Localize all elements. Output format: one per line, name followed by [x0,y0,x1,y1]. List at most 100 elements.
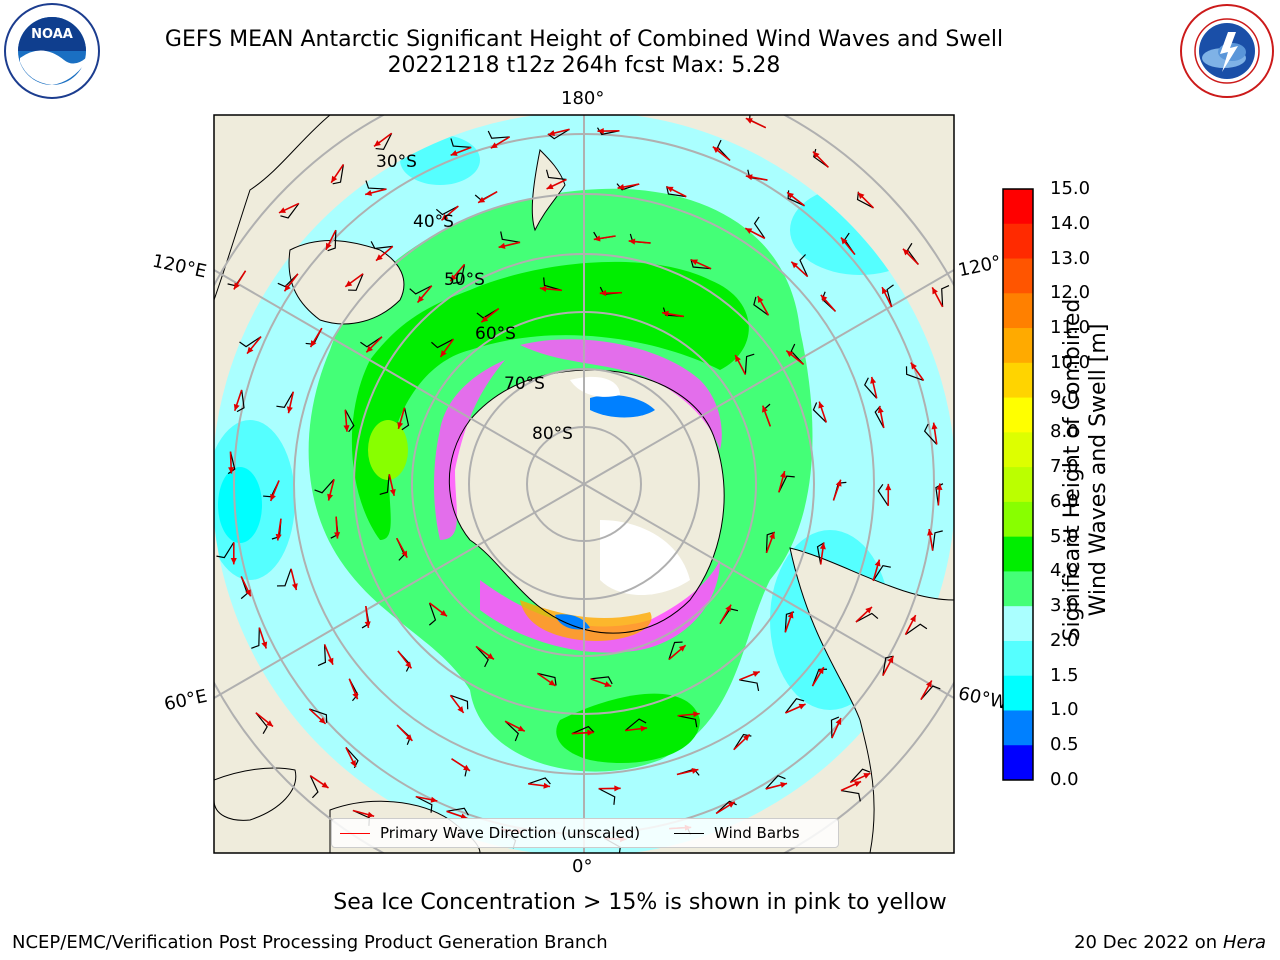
wave-arrow-head [690,259,698,266]
chart-title: GEFS MEAN Antarctic Significant Height o… [164,27,1004,52]
lat-label-70s: 70°S [504,374,545,394]
wind-barb [753,296,769,316]
wave-arrow-head [318,717,326,724]
legend-barb-line [674,832,705,834]
wind-barb [856,191,874,209]
colorbar-tick-label: 14.0 [1050,212,1091,234]
wave-arrow-head [628,238,636,245]
wave-arrow-head [440,350,447,357]
lon-label-0: 0° [572,856,593,877]
wind-barb [409,285,432,295]
colorbar-tick-label: 2.0 [1050,629,1079,651]
wind-barb [784,698,805,714]
wind-barb [446,807,469,816]
wave-arrow-head [546,183,554,189]
colorbar-cell [1003,293,1033,329]
wave-arrow-head [334,532,341,539]
footer-date-text: 20 Dec 2022 on [1074,932,1218,953]
wave-arrow-head [597,128,604,135]
lon-label-180: 180° [561,88,605,109]
colorbar-tick-label: 8.0 [1050,421,1079,443]
wave-arrow-head [745,228,753,234]
wave-arrow-head [230,558,237,565]
footer-host: Hera [1222,932,1266,953]
colorbar-cell [1003,189,1033,225]
colorbar-tick-label: 7.0 [1050,456,1079,478]
wave-arrow-head [327,657,334,665]
wind-barb [905,623,928,636]
wave-arrow-head [712,146,720,153]
wave-arrow-head [927,528,934,536]
wave-arrow-head [780,471,786,478]
wave-arrow-head [932,287,938,295]
wind-barb [872,564,891,582]
wind-barb [816,542,825,565]
wave-arrow-head [291,583,298,591]
wave-arrow-head [481,315,489,323]
colorbar-cell [1003,640,1033,677]
colorbar-cell [1003,675,1033,711]
wave-arrow-head [539,285,547,292]
wind-barb [348,273,364,291]
wave-arrow-head [286,406,293,414]
colorbar-tick-label: 1.0 [1050,699,1079,721]
map-legend: Primary Wave Direction (unscaled) Wind B… [331,818,839,848]
wind-barb [276,391,294,409]
wave-arrow-head [745,174,753,181]
wind-barb [677,715,698,728]
wind-barb [571,725,595,735]
colorbar-tick-label: 11.0 [1050,317,1091,339]
wave-arrow-head [840,237,848,245]
wind-barb [596,127,620,136]
wave-arrow-head [247,346,254,354]
noaa-logo: NOAA [2,2,102,100]
wind-barb [452,264,466,284]
wave-arrow-head [745,118,753,124]
wave-arrow-head [376,254,383,261]
wave-arrow-head [727,801,735,808]
wave-arrow-head [877,406,884,414]
wave-arrow-head [863,773,871,779]
wave-arrow-head [857,192,865,200]
wind-barb [941,285,950,307]
wind-barb [799,254,809,277]
wind-barb [715,800,737,814]
wind-barb [528,777,551,785]
wave-arrow-head [498,242,506,249]
wave-arrow-head [743,734,750,742]
footer-date: 20 Dec 2022 on Hera [1074,932,1266,953]
wave-arrow-head [614,785,621,792]
colorbar-tick-label: 10.0 [1050,351,1091,373]
wind-barb [840,789,861,802]
wave-arrow-head [401,550,408,558]
wave-arrow-head [835,479,842,487]
wind-barb [864,377,878,399]
wave-arrow-head [233,403,240,411]
wave-arrow-head [617,184,625,190]
wave-arrow-head [233,282,240,290]
colorbar-tick-label: 3.0 [1050,595,1079,617]
wave-arrow-head [397,421,404,429]
wind-barb [811,668,827,687]
wind-barb [849,768,871,783]
wind-barb [690,259,712,270]
wind-barb [309,775,319,799]
wind-barb [537,672,557,686]
wind-barb [251,627,260,649]
wind-barb [739,679,760,692]
wave-arrow-head [640,725,648,732]
wave-arrow-head [450,150,458,156]
wind-barb [598,788,616,805]
wind-barb [624,718,647,732]
wind-barb [360,336,383,348]
wind-barb [855,612,879,623]
wave-arrow-head [819,542,826,550]
wind-barb [923,423,938,445]
wind-barb [920,685,941,701]
wind-barb [216,541,235,559]
wave-arrow-head [887,656,894,664]
wind-barb [874,405,885,429]
colorbar-cell [1003,223,1033,260]
wind-barb [401,407,410,431]
